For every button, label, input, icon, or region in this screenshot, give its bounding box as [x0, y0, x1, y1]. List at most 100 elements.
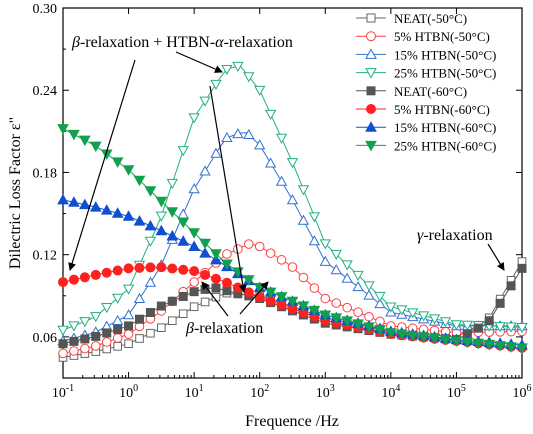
data-point: [144, 236, 157, 247]
x-tick-base: 10: [316, 386, 330, 401]
data-point: [331, 298, 342, 308]
x-tick-base: 10: [119, 386, 133, 401]
x-tick-exp: 3: [330, 383, 335, 394]
y-axis-title: Dilectric Loss Factor ε": [7, 117, 24, 269]
x-tick-exp: 1: [199, 383, 204, 394]
data-point: [505, 322, 517, 333]
data-point: [101, 337, 112, 347]
data-point: [319, 310, 332, 321]
data-point: [439, 335, 452, 346]
x-tick-label: 102: [250, 383, 269, 401]
x-tick-base: 10: [447, 386, 461, 401]
annotation-gamma-text: -relaxation: [423, 227, 492, 244]
data-point: [352, 319, 364, 330]
data-point: [200, 269, 211, 280]
data-point: [243, 72, 255, 83]
data-point: [178, 291, 188, 301]
legend-label: 25% HTBN(-60°C): [394, 138, 496, 153]
data-point: [166, 229, 179, 241]
data-point: [188, 183, 200, 194]
data-point: [188, 240, 200, 251]
data-point: [319, 255, 331, 266]
data-point: [243, 128, 255, 140]
data-point: [396, 305, 408, 316]
data-point: [188, 113, 200, 124]
data-point: [222, 249, 232, 259]
data-point: [494, 341, 506, 352]
data-point: [363, 289, 375, 300]
data-point: [428, 333, 441, 345]
data-point: [122, 309, 135, 320]
arrow-to-5pct-60: [68, 59, 136, 271]
annotation-beta-alpha-greek: β: [71, 34, 80, 51]
data-point: [374, 325, 386, 336]
data-point: [102, 328, 112, 338]
legend-marker: [366, 31, 376, 42]
data-point: [505, 342, 517, 353]
data-point: [495, 298, 505, 308]
data-point: [232, 61, 244, 72]
data-point: [177, 208, 189, 219]
x-tick-label: 105: [447, 383, 466, 401]
data-point: [156, 262, 167, 273]
data-point: [254, 292, 265, 303]
data-point: [144, 219, 157, 231]
plot-frame: [62, 7, 523, 379]
data-point: [79, 198, 91, 210]
legend-label: NEAT(-60°C): [394, 84, 467, 99]
x-tick-base: 10: [250, 386, 264, 401]
data-point: [428, 314, 441, 325]
data-point: [232, 282, 243, 293]
data-point: [112, 265, 123, 276]
data-point: [210, 249, 222, 260]
arrow-gamma: [487, 243, 505, 271]
data-point: [90, 269, 101, 280]
data-point: [177, 217, 190, 229]
data-point: [156, 301, 166, 311]
data-point: [112, 333, 123, 343]
data-point: [406, 331, 419, 342]
data-point: [189, 287, 199, 297]
x-tick-base: 10: [381, 386, 395, 401]
data-point: [166, 178, 178, 189]
data-point: [363, 281, 375, 292]
data-point: [275, 133, 288, 144]
data-point: [309, 283, 320, 293]
data-point: [243, 287, 254, 298]
annotation-beta: β-relaxation: [185, 320, 263, 337]
data-point: [134, 262, 145, 273]
data-point: [243, 239, 254, 249]
data-point: [58, 348, 68, 359]
data-point: [275, 292, 288, 303]
data-point: [189, 277, 199, 287]
data-point: [473, 323, 483, 333]
data-point: [483, 339, 496, 351]
data-point: [167, 296, 177, 306]
data-point: [146, 328, 155, 338]
data-point: [101, 302, 113, 314]
data-point: [242, 275, 255, 286]
data-point: [286, 158, 299, 169]
y-tick-label: 0.06: [33, 331, 58, 346]
data-point: [68, 274, 79, 285]
annotation-beta-text: -relaxation: [194, 320, 263, 337]
data-point: [111, 293, 124, 304]
data-point: [123, 263, 134, 274]
data-point: [341, 260, 353, 271]
data-point: [484, 316, 494, 326]
legend-marker: [365, 48, 377, 59]
data-point: [264, 109, 277, 120]
y-tick-label: 0.24: [33, 84, 58, 99]
legend-marker: [366, 86, 376, 96]
data-point: [287, 262, 298, 272]
data-point: [167, 263, 178, 274]
data-point: [89, 141, 102, 153]
data-point: [211, 273, 221, 284]
data-point: [516, 343, 528, 354]
data-point: [157, 323, 166, 333]
data-point: [79, 272, 90, 283]
data-point: [461, 320, 474, 331]
x-tick-base: 10: [513, 386, 527, 401]
data-point: [100, 204, 113, 215]
